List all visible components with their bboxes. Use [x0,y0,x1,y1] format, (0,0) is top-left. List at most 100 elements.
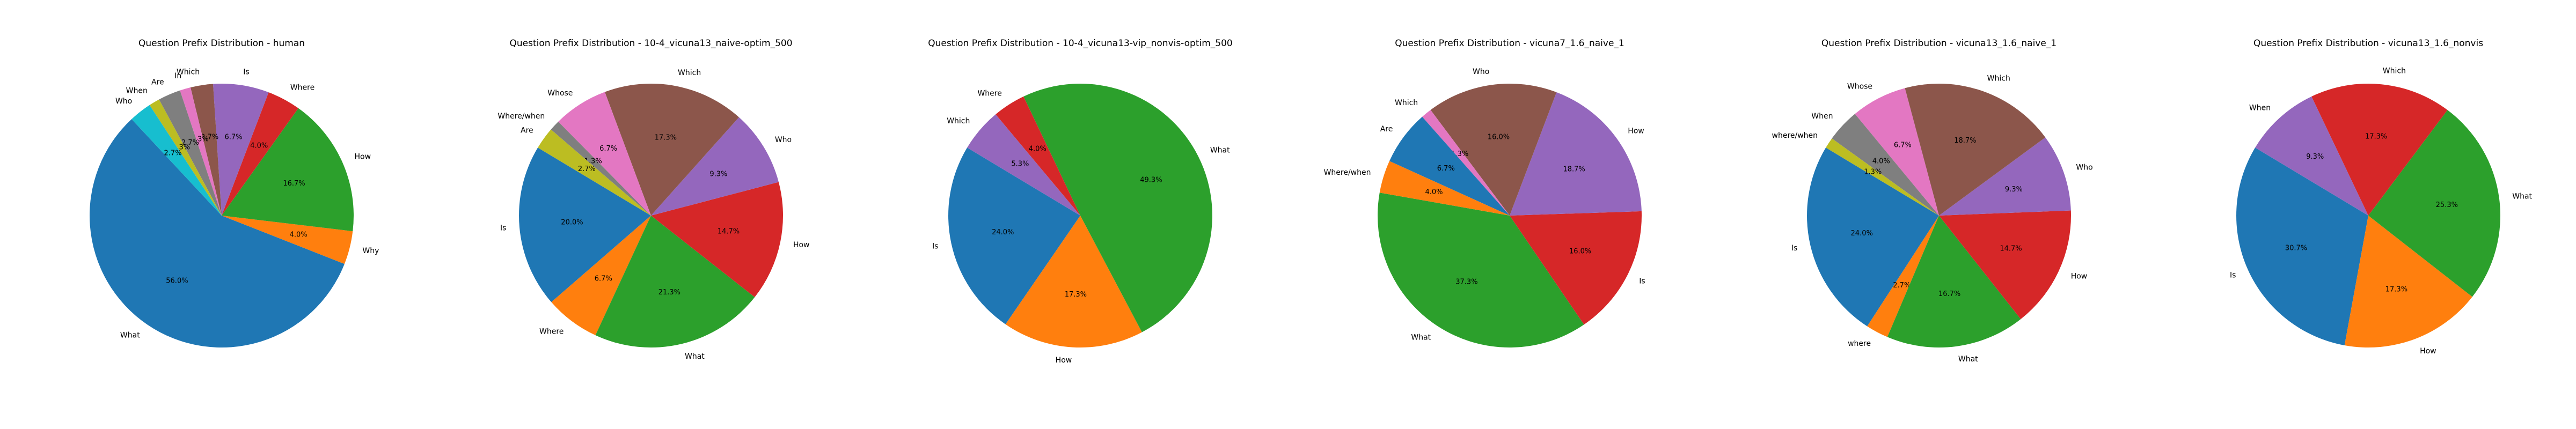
slice-percent-label: 2.7% [201,134,218,142]
pie-slice [1023,84,1212,332]
slice-percent-label: 4.0% [290,231,308,239]
slice-category-label: Which [678,69,701,77]
slice-percent-label: 4.0% [1029,145,1046,153]
pie-slice [1378,193,1584,348]
pie-slice [651,182,784,298]
pie-slice [222,216,353,264]
slice-percent-label: 17.3% [2365,133,2387,141]
pie-slice [1867,216,1939,337]
slice-category-label: Is [1639,277,1645,286]
slice-percent-label: 37.3% [1455,278,1477,286]
pie-slice [967,114,1080,216]
slice-percent-label: 4.0% [1872,158,1890,166]
slice-category-label: Where [977,89,1001,98]
pie-slice [1430,83,1557,216]
slice-category-label: Who [1473,68,1489,76]
slice-percent-label: 16.7% [1938,290,1960,298]
slice-category-label: How [2071,272,2088,280]
slice-percent-label: 20.0% [561,218,583,226]
slice-category-label: What [1210,146,1230,155]
slice-category-label: Which [1987,75,2010,83]
slice-percent-label: 6.7% [224,134,242,142]
pie-chart-6: Question Prefix Distribution - vicuna13_… [2230,38,2533,356]
pie-slice [1905,83,2046,216]
slice-category-label: What [1411,333,1431,342]
slice-category-label: What [120,331,140,340]
pie-slice [2344,216,2472,347]
pie-slice [1510,92,1642,216]
slice-category-label: In [174,72,181,80]
slice-category-label: Is [243,68,249,76]
pie-slice [558,92,651,216]
slice-category-label: Is [500,224,506,233]
pie-chart-1: Question Prefix Distribution - human What… [89,38,379,348]
pie-slice [1832,114,1939,216]
pie-slice [2311,84,2448,216]
pie-chart-5: Question Prefix Distribution - vicuna13_… [1772,38,2093,364]
chart-title: Question Prefix Distribution - 10-4_vicu… [928,38,1232,49]
slice-percent-label: 9.3% [2005,186,2023,194]
slice-percent-label: 6.7% [1437,165,1455,173]
pie-slice [604,83,739,216]
slice-percent-label: 17.3% [2385,285,2407,293]
slice-percent-label: 6.7% [1894,141,1912,149]
slice-category-label: How [1056,356,1072,365]
slice-category-label: Why [362,247,379,255]
pie-chart-2: Question Prefix Distribution - 10-4_vicu… [497,38,809,361]
pie-slice [2255,96,2368,216]
slice-percent-label: 2.7% [1893,282,1911,290]
slice-category-label: Is [1791,244,1797,253]
slice-category-label: When [126,86,148,95]
slice-category-label: Which [2383,67,2406,76]
slice-category-label: Who [775,136,792,144]
slice-category-label: Are [521,126,533,135]
slice-category-label: Are [1380,125,1393,134]
slice-category-label: Who [2076,164,2092,172]
slice-category-label: Where [290,84,314,92]
slice-category-label: How [1628,127,1644,136]
pie-slice [89,119,345,348]
pie-slice [1939,137,2071,216]
pie-slice [222,108,354,232]
slice-category-label: Whose [547,89,573,98]
slice-percent-label: 24.0% [992,228,1014,236]
slice-category-label: How [793,241,810,249]
slice-percent-label: 30.7% [2285,244,2307,252]
slice-percent-label: 9.3% [709,170,727,178]
slice-percent-label: 1.3% [1864,168,1882,176]
slice-percent-label: 16.0% [1569,247,1591,255]
slice-category-label: How [355,153,371,161]
pie-chart-3: Question Prefix Distribution - 10-4_vicu… [928,38,1232,365]
slice-percent-label: 2.7% [578,165,596,173]
slice-percent-label: 5.3% [1011,160,1029,168]
slice-category-label: Is [2230,271,2236,279]
slice-percent-label: 56.0% [166,277,188,285]
slice-category-label: Who [115,97,132,106]
pie-slice [149,99,222,216]
slice-percent-label: 14.7% [718,228,740,236]
slice-category-label: What [685,352,705,361]
pie-slice [1887,216,2021,347]
slice-category-label: Whose [1847,82,1872,91]
pie-slice [1389,116,1510,216]
slice-category-label: Which [947,117,970,125]
slice-category-label: Where/when [497,112,545,121]
slice-percent-label: 21.3% [658,289,680,297]
slice-percent-label: 14.7% [2000,245,2022,253]
slice-percent-label: 16.7% [283,180,305,188]
slice-percent-label: 17.3% [655,134,677,142]
slice-category-label: How [2420,347,2436,356]
slice-percent-label: 16.0% [1488,133,1510,141]
pie-slice [2236,147,2368,345]
chart-title: Question Prefix Distribution - 10-4_vicu… [509,38,792,49]
pie-slice [131,105,222,216]
slice-percent-label: 49.3% [1140,176,1162,184]
slice-category-label: Are [151,78,164,87]
pie-slice [1939,210,2072,320]
slice-category-label: Is [932,242,938,250]
slice-percent-label: 2.7% [164,149,182,157]
pie-slice [1379,161,1510,216]
pie-slice [159,90,222,216]
pie-slice [190,84,222,216]
slice-percent-label: 18.7% [1954,137,1976,145]
